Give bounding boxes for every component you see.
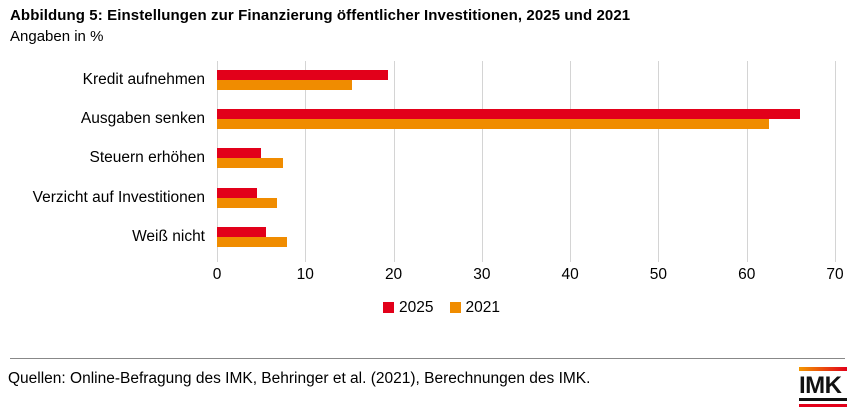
x-tick-label-50: 50 <box>649 265 668 283</box>
bar-2025 <box>217 148 262 159</box>
legend: 2025 2021 <box>0 299 853 317</box>
bar-group <box>217 139 835 178</box>
gridline-70 <box>835 60 836 262</box>
category-label: Steuern erhöhen <box>89 149 205 167</box>
category-label: Verzicht auf Investitionen <box>32 188 205 206</box>
bar-2025 <box>217 109 800 120</box>
imk-logo-top-bar <box>799 367 847 371</box>
x-tick-label-30: 30 <box>473 265 491 283</box>
gridline-20 <box>393 60 395 262</box>
category-label: Weiß nicht <box>132 227 205 245</box>
legend-item-2025: 2025 <box>383 298 434 317</box>
legend-swatch-icon <box>449 302 461 313</box>
bar-2025 <box>217 70 389 81</box>
chart-header: Abbildung 5: Einstellungen zur Finanzier… <box>0 0 853 47</box>
gridline-40 <box>570 60 572 262</box>
x-tick-label-70: 70 <box>826 265 844 283</box>
bar-group <box>217 100 835 139</box>
x-tick-label-60: 60 <box>738 265 756 283</box>
x-axis: 0 10 20 30 40 50 60 70 <box>213 265 844 286</box>
bar-chart: 0 10 20 30 40 50 60 70 2025 2021 Kredit aufnehme… <box>0 47 853 329</box>
chart-subtitle: Angaben in % <box>10 27 104 45</box>
bar-2021 <box>217 80 353 91</box>
legend-swatch-icon <box>383 302 395 313</box>
legend-item-2021: 2021 <box>449 298 500 317</box>
gridline-10 <box>305 60 307 262</box>
imk-logo-bottom-bar <box>799 404 847 407</box>
legend-label: 2021 <box>465 298 500 316</box>
bar-group <box>217 61 835 100</box>
source-note: Quellen: Online-Befragung des IMK, Behri… <box>8 370 591 387</box>
chart-title: Abbildung 5: Einstellungen zur Finanzier… <box>10 7 631 24</box>
bar-2021 <box>217 158 284 169</box>
x-tick-label-0: 0 <box>212 265 222 283</box>
chart-footer: Quellen: Online-Befragung des IMK, Behri… <box>0 358 853 411</box>
bar-2021 <box>217 236 287 247</box>
footer-divider <box>10 358 845 359</box>
plot-area <box>217 60 836 262</box>
imk-logo: IMK <box>799 367 847 407</box>
x-tick-label-40: 40 <box>561 265 579 283</box>
gridline-60 <box>746 60 748 262</box>
x-tick-label-20: 20 <box>384 265 403 283</box>
bar-2025 <box>217 187 257 198</box>
bar-2025 <box>217 226 266 237</box>
bar-group <box>217 217 835 256</box>
imk-logo-wordmark: IMK <box>799 374 847 401</box>
bar-2021 <box>217 197 278 208</box>
category-label: Ausgaben senken <box>80 110 205 128</box>
gridline-50 <box>658 60 660 262</box>
x-tick-label-10: 10 <box>296 265 314 283</box>
gridline-30 <box>481 60 483 262</box>
category-label: Kredit aufnehmen <box>82 71 205 89</box>
legend-label: 2025 <box>399 298 434 316</box>
footer-row: Quellen: Online-Befragung des IMK, Behri… <box>0 359 853 411</box>
bar-group <box>217 178 835 217</box>
bar-2021 <box>217 119 769 130</box>
